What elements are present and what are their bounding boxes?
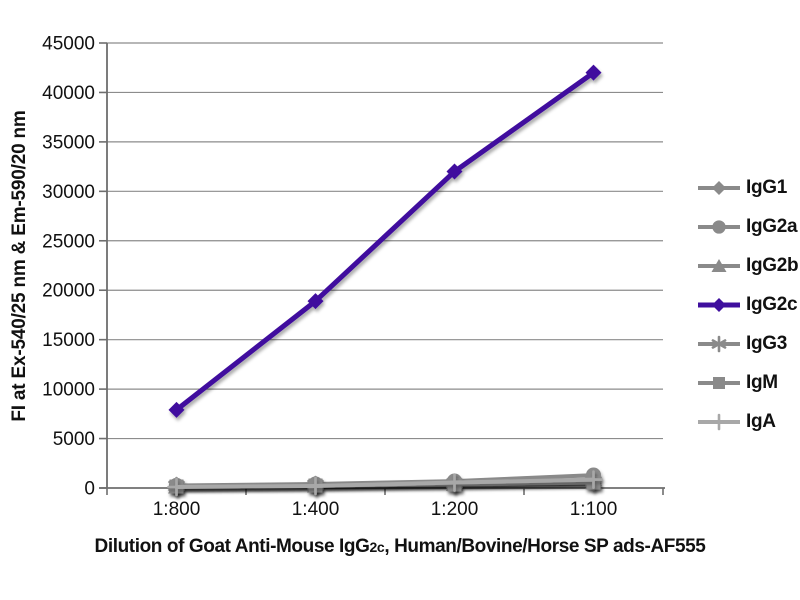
legend-label: IgG2c xyxy=(746,293,798,315)
series-IgA xyxy=(167,470,603,497)
legend-swatch-asterisk-marker-icon xyxy=(698,335,740,352)
data-point-IgG2c-1:100 xyxy=(585,64,602,81)
y-tick-label: 10000 xyxy=(42,380,95,401)
legend-label: IgM xyxy=(746,371,778,393)
data-point-IgG2c-1:800 xyxy=(168,401,185,418)
legend-swatch-diamond-marker-icon xyxy=(698,297,740,312)
legend-swatch-plus-marker-icon xyxy=(698,413,740,430)
legend: IgG1 IgG2a IgG2b IgG2c IgG3 IgM IgA xyxy=(696,168,799,441)
legend-item-IgG3: IgG3 xyxy=(696,324,798,363)
legend-swatch-circle-marker-icon xyxy=(698,219,740,234)
x-axis-title: Dilution of Goat Anti-Mouse IgG2c, Human… xyxy=(0,536,800,558)
legend-item-IgM: IgM xyxy=(696,363,798,402)
x-axis-title-text-2: , Human/Bovine/Horse SP ads-AF555 xyxy=(384,536,706,557)
legend-item-IgG2c: IgG2c xyxy=(696,285,798,324)
x-tick-label: 1:400 xyxy=(292,499,340,520)
y-tick-label: 0 xyxy=(84,479,95,500)
data-point-IgA-1:200 xyxy=(445,473,464,492)
data-point-IgG2c-1:400 xyxy=(307,293,324,310)
y-tick-label: 45000 xyxy=(42,34,95,55)
x-tick-label: 1:800 xyxy=(153,499,201,520)
legend-item-IgG2b: IgG2b xyxy=(696,246,799,285)
legend-label: IgG1 xyxy=(746,176,788,198)
y-tick-label: 15000 xyxy=(42,330,95,351)
series-line-IgG2c xyxy=(174,70,596,413)
legend-label: IgA xyxy=(746,410,776,432)
y-tick-label: 5000 xyxy=(53,429,95,450)
legend-item-IgG1: IgG1 xyxy=(696,168,798,207)
data-point-IgA-1:800 xyxy=(167,477,186,497)
legend-item-IgG2a: IgG2a xyxy=(696,207,798,246)
y-tick-label: 25000 xyxy=(42,231,95,252)
legend-label: IgG2a xyxy=(746,215,798,237)
data-point-IgA-1:100 xyxy=(584,470,603,489)
x-tick-label: 1:200 xyxy=(431,499,479,520)
legend-item-IgA: IgA xyxy=(696,402,798,441)
series-IgG2c xyxy=(168,64,602,418)
legend-swatch-triangle-marker-icon xyxy=(698,258,740,272)
legend-swatch-square-marker-icon xyxy=(698,376,740,389)
data-point-IgA-1:400 xyxy=(306,476,325,496)
x-tick-label: 1:100 xyxy=(570,499,618,520)
x-axis-title-text: Dilution of Goat Anti-Mouse IgG xyxy=(94,536,370,557)
y-tick-label: 35000 xyxy=(42,132,95,153)
data-point-IgG2c-1:200 xyxy=(446,163,463,180)
legend-label: IgG3 xyxy=(746,332,788,354)
legend-swatch-diamond-marker-icon xyxy=(698,180,740,195)
y-tick-label: 30000 xyxy=(42,182,95,203)
y-axis-title: FI at Ex-540/25 nm & Em-590/20 nm xyxy=(9,110,30,422)
legend-label: IgG2b xyxy=(746,254,799,276)
series-line-IgA xyxy=(174,477,596,490)
y-tick-label: 20000 xyxy=(42,281,95,302)
x-axis-title-subscript: 2c xyxy=(369,539,385,555)
y-tick-label: 40000 xyxy=(42,83,95,104)
